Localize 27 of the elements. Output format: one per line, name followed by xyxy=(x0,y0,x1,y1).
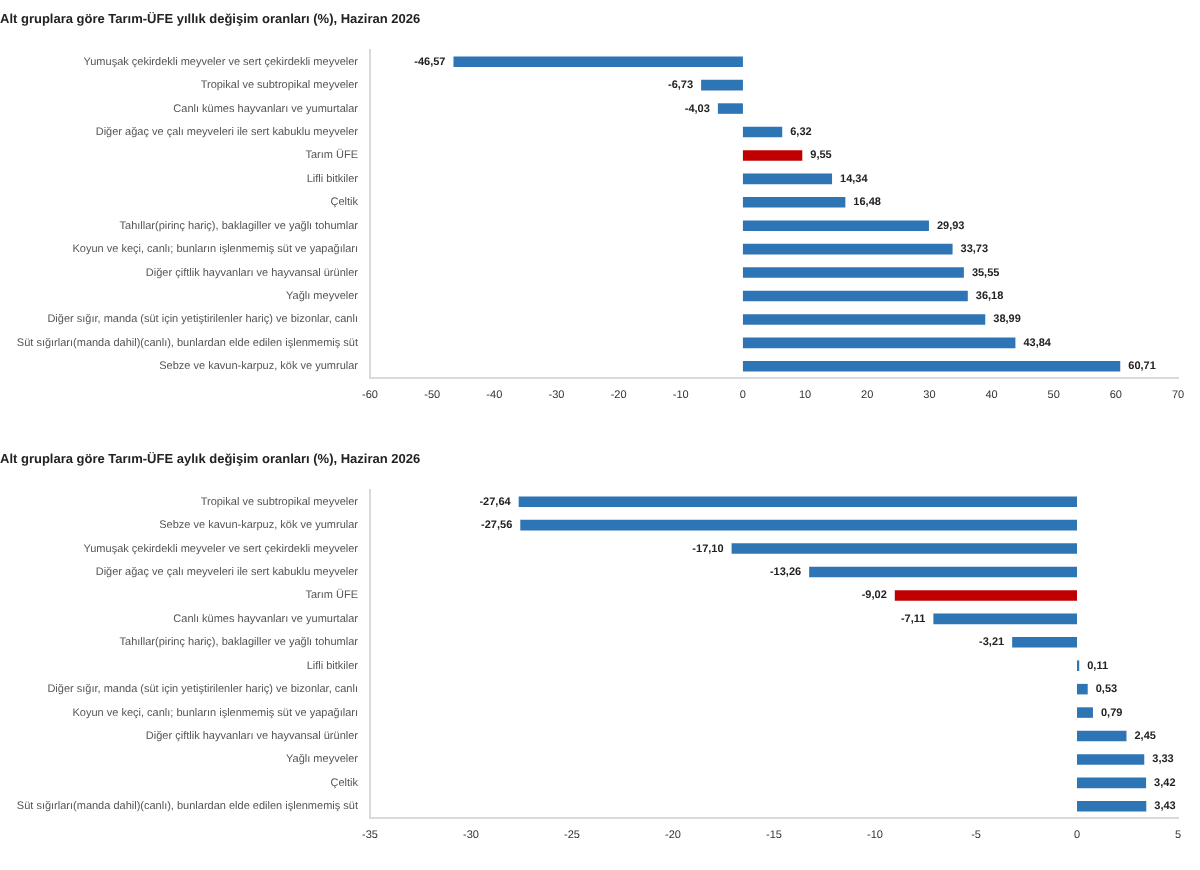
bar xyxy=(1077,683,1088,695)
bar xyxy=(1077,777,1147,789)
bar xyxy=(933,613,1077,625)
bar xyxy=(701,79,743,91)
bar xyxy=(1077,754,1145,765)
bar xyxy=(809,566,1077,578)
bar xyxy=(1077,801,1147,812)
bar xyxy=(742,126,783,138)
bar xyxy=(742,220,929,231)
bar xyxy=(1012,637,1077,648)
bar xyxy=(894,590,1077,601)
bar xyxy=(1077,707,1093,718)
bar xyxy=(742,314,986,325)
bar xyxy=(742,243,953,255)
bar xyxy=(742,337,1016,349)
bar xyxy=(742,361,1121,372)
bar xyxy=(742,173,833,185)
bar xyxy=(742,197,846,208)
bar xyxy=(453,56,743,67)
bar xyxy=(742,267,964,278)
bar xyxy=(742,150,803,161)
bar xyxy=(742,290,968,302)
bar xyxy=(717,103,743,114)
bar xyxy=(1077,730,1127,742)
bar xyxy=(520,519,1077,531)
bar xyxy=(518,496,1077,507)
bar xyxy=(731,543,1077,554)
